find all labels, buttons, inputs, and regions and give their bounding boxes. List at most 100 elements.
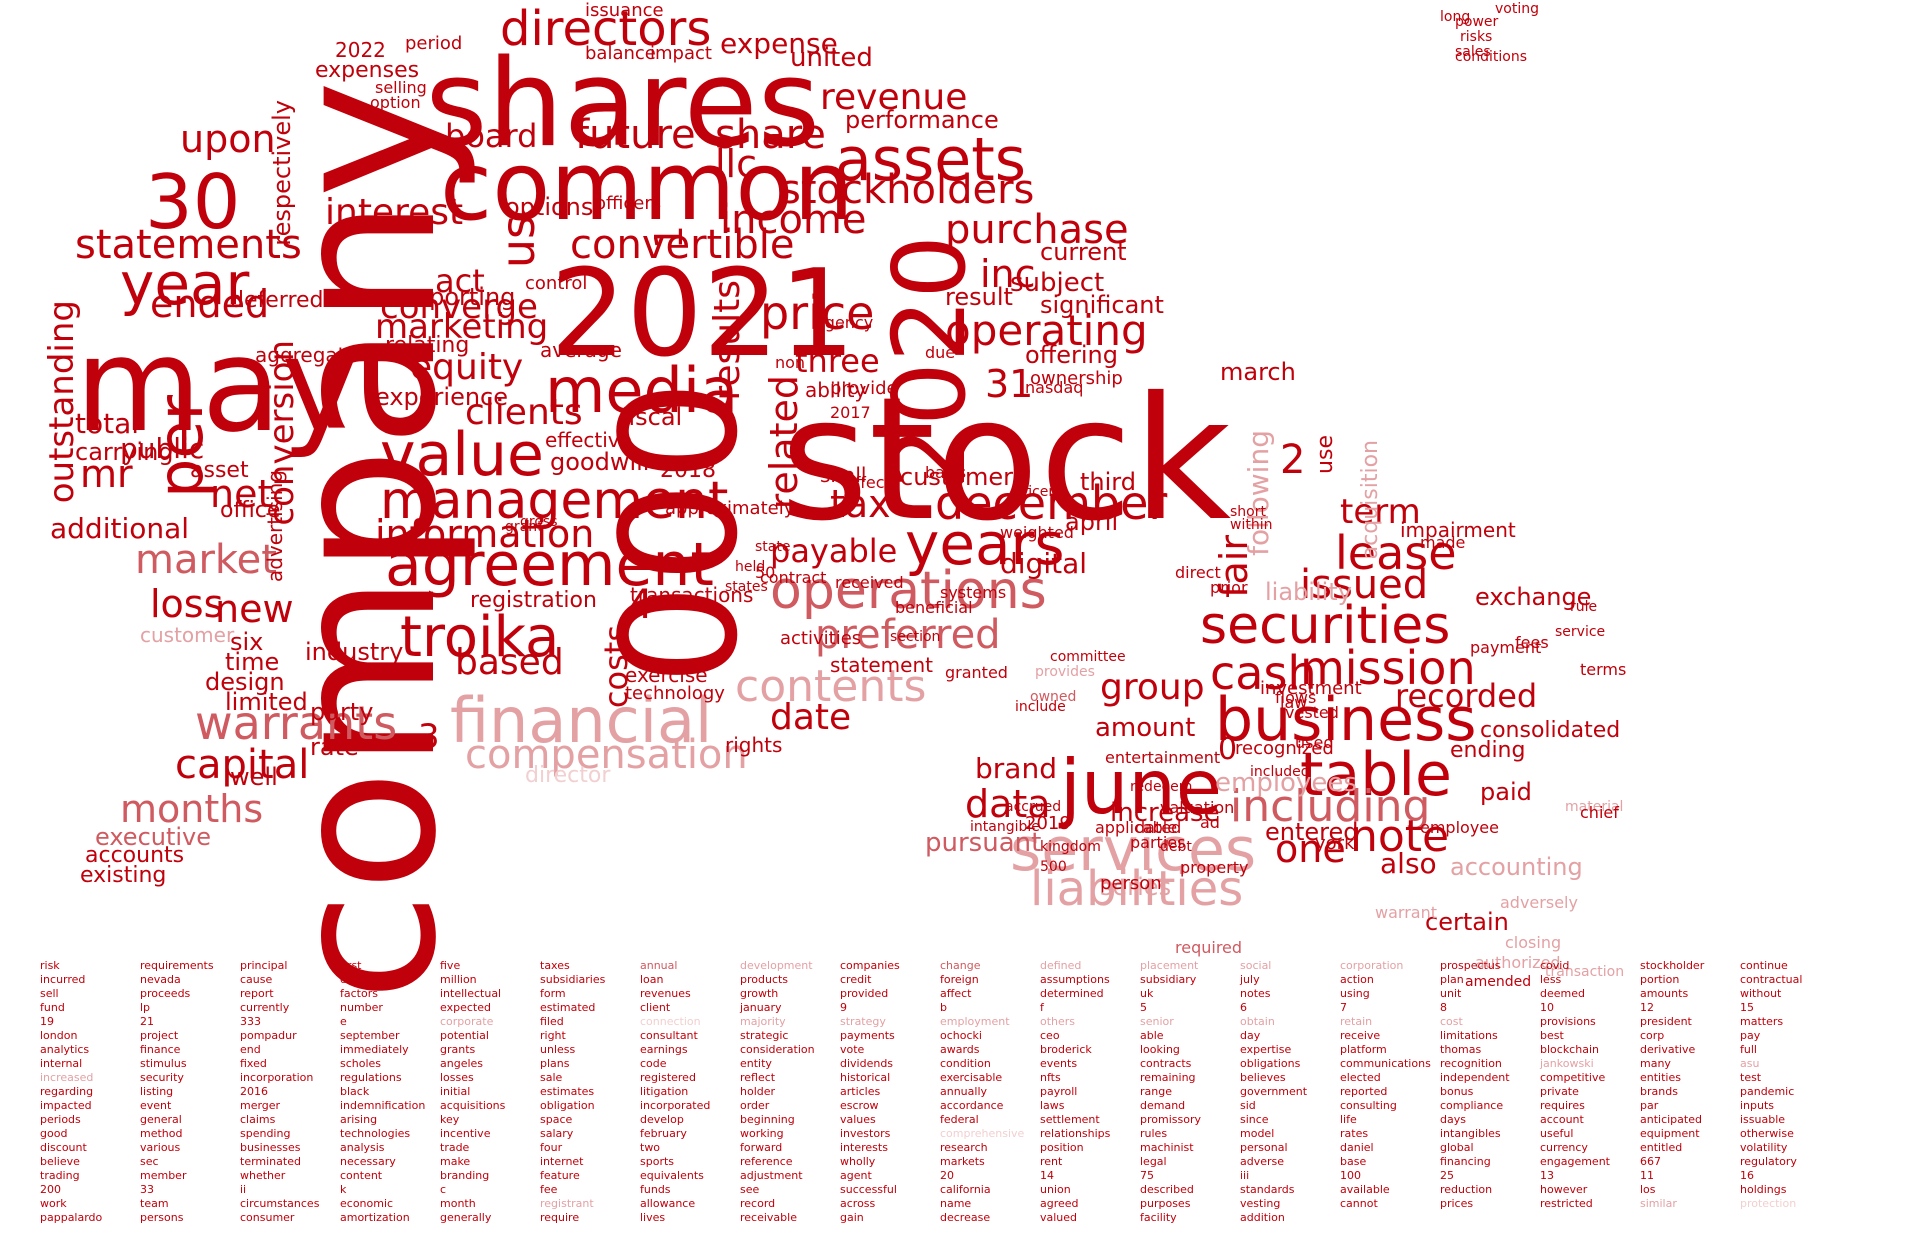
- word-entertainment: entertainment: [1105, 748, 1221, 767]
- word-unit: unit: [1440, 987, 1462, 1000]
- word-digital: digital: [1000, 547, 1088, 580]
- word-nevada: nevada: [140, 973, 181, 986]
- word-series: series: [1100, 873, 1172, 901]
- word-annually: annually: [940, 1085, 988, 1098]
- word-nasdaq: nasdaq: [1025, 378, 1084, 397]
- word-respectively: respectively: [268, 100, 296, 246]
- word-market: market: [135, 537, 277, 583]
- word-reporting: reporting: [405, 283, 516, 311]
- word-articles: articles: [840, 1085, 881, 1098]
- word-accrued: accrued: [1005, 799, 1062, 815]
- word-received: received: [835, 573, 904, 592]
- word-machinist: machinist: [1140, 1141, 1194, 1154]
- word-brand: brand: [975, 752, 1057, 785]
- word-sales: sales: [1455, 44, 1491, 60]
- word-estimates: estimates: [540, 1085, 595, 1098]
- word-incentive: incentive: [440, 1127, 491, 1140]
- word-outstanding: outstanding: [42, 300, 82, 504]
- word-act: act: [435, 262, 485, 300]
- word-broderick: broderick: [1040, 1043, 1092, 1056]
- word-prior: prior: [1210, 578, 1248, 597]
- word-general: general: [140, 1113, 182, 1126]
- word-addition: addition: [1240, 1211, 1285, 1224]
- word-accounting: accounting: [1450, 853, 1583, 881]
- word-matters: matters: [1740, 1015, 1784, 1028]
- word-recorded: recorded: [1395, 677, 1538, 715]
- word-unless: unless: [540, 1043, 576, 1056]
- word-without: without: [1740, 987, 1782, 1000]
- word-llc: llc: [715, 142, 758, 186]
- word-expertise: expertise: [1240, 1043, 1292, 1056]
- word-subsidiaries: subsidiaries: [540, 973, 606, 986]
- word-team: team: [140, 1197, 169, 1210]
- word-income: income: [720, 197, 867, 243]
- word-january: january: [740, 1001, 782, 1014]
- word-annual: annual: [640, 959, 678, 972]
- word-platform: platform: [1340, 1043, 1387, 1056]
- word-design: design: [205, 668, 285, 696]
- word-interests: interests: [840, 1141, 888, 1154]
- word-us: us: [491, 215, 545, 269]
- word-analytics: analytics: [40, 1043, 90, 1056]
- word-total: total: [75, 407, 140, 440]
- word-union: union: [1040, 1183, 1071, 1196]
- word-direct: direct: [1175, 563, 1221, 582]
- word-test: test: [1740, 1071, 1762, 1084]
- word-stimulus: stimulus: [140, 1057, 187, 1070]
- word-compensation: compensation: [465, 732, 748, 778]
- word-related: related: [762, 375, 806, 510]
- word-deemed: deemed: [1540, 987, 1585, 1000]
- word-50: 50: [755, 563, 776, 582]
- word-additional: additional: [50, 512, 190, 545]
- word-sell: sell: [40, 987, 59, 1000]
- word-shares: shares: [425, 35, 821, 174]
- word-consumer: consumer: [240, 1211, 295, 1224]
- word-use: use: [1313, 435, 1338, 474]
- word-limitations: limitations: [1440, 1029, 1498, 1042]
- word-develop: develop: [640, 1113, 684, 1126]
- word-b: b: [940, 1001, 947, 1014]
- word-regulations: regulations: [340, 1071, 402, 1084]
- word-requires: requires: [1540, 1099, 1585, 1112]
- word-provide: provide: [830, 378, 898, 399]
- word-333: 333: [240, 1015, 261, 1028]
- word-action: action: [1340, 973, 1374, 986]
- word-revenues: revenues: [640, 987, 691, 1000]
- word-fee: fee: [540, 1183, 558, 1196]
- word-rate: rate: [310, 733, 359, 761]
- word-equivalents: equivalents: [640, 1169, 704, 1182]
- word-obtain: obtain: [1240, 1015, 1275, 1028]
- word-new: new: [215, 587, 294, 631]
- word-incorporated: incorporated: [640, 1099, 711, 1112]
- word-proceeds: proceeds: [140, 987, 191, 1000]
- word-information: information: [375, 512, 595, 556]
- word-able: able: [1140, 1029, 1164, 1042]
- word-chief: chief: [1580, 803, 1619, 822]
- word-however: however: [1540, 1183, 1588, 1196]
- word-time: time: [225, 648, 280, 676]
- word-laws: laws: [1040, 1099, 1065, 1112]
- word-various: various: [140, 1141, 181, 1154]
- word-reflect: reflect: [740, 1071, 776, 1084]
- word-determined: determined: [1040, 987, 1104, 1000]
- word-expected: expected: [440, 1001, 491, 1014]
- word-16: 16: [1740, 1169, 1754, 1182]
- word-period: period: [405, 33, 463, 54]
- word-amortization: amortization: [340, 1211, 410, 1224]
- word-adjustment: adjustment: [740, 1169, 803, 1182]
- word-using: using: [1340, 987, 1370, 1000]
- word-valued: valued: [1040, 1211, 1078, 1224]
- word-dated: dated: [1135, 818, 1182, 837]
- word-described: described: [1140, 1183, 1194, 1196]
- word-acquisitions: acquisitions: [440, 1099, 506, 1112]
- word-black: black: [340, 1085, 370, 1098]
- word-troika: troika: [400, 605, 560, 670]
- word-form: form: [540, 987, 566, 1000]
- word-board: board: [445, 117, 538, 155]
- word-claims: claims: [240, 1113, 276, 1126]
- word-ii: ii: [240, 1183, 247, 1196]
- word-registrant: registrant: [540, 1197, 594, 1210]
- word-operating: operating: [945, 306, 1148, 355]
- word-option: option: [370, 93, 421, 112]
- word-well: well: [230, 763, 278, 791]
